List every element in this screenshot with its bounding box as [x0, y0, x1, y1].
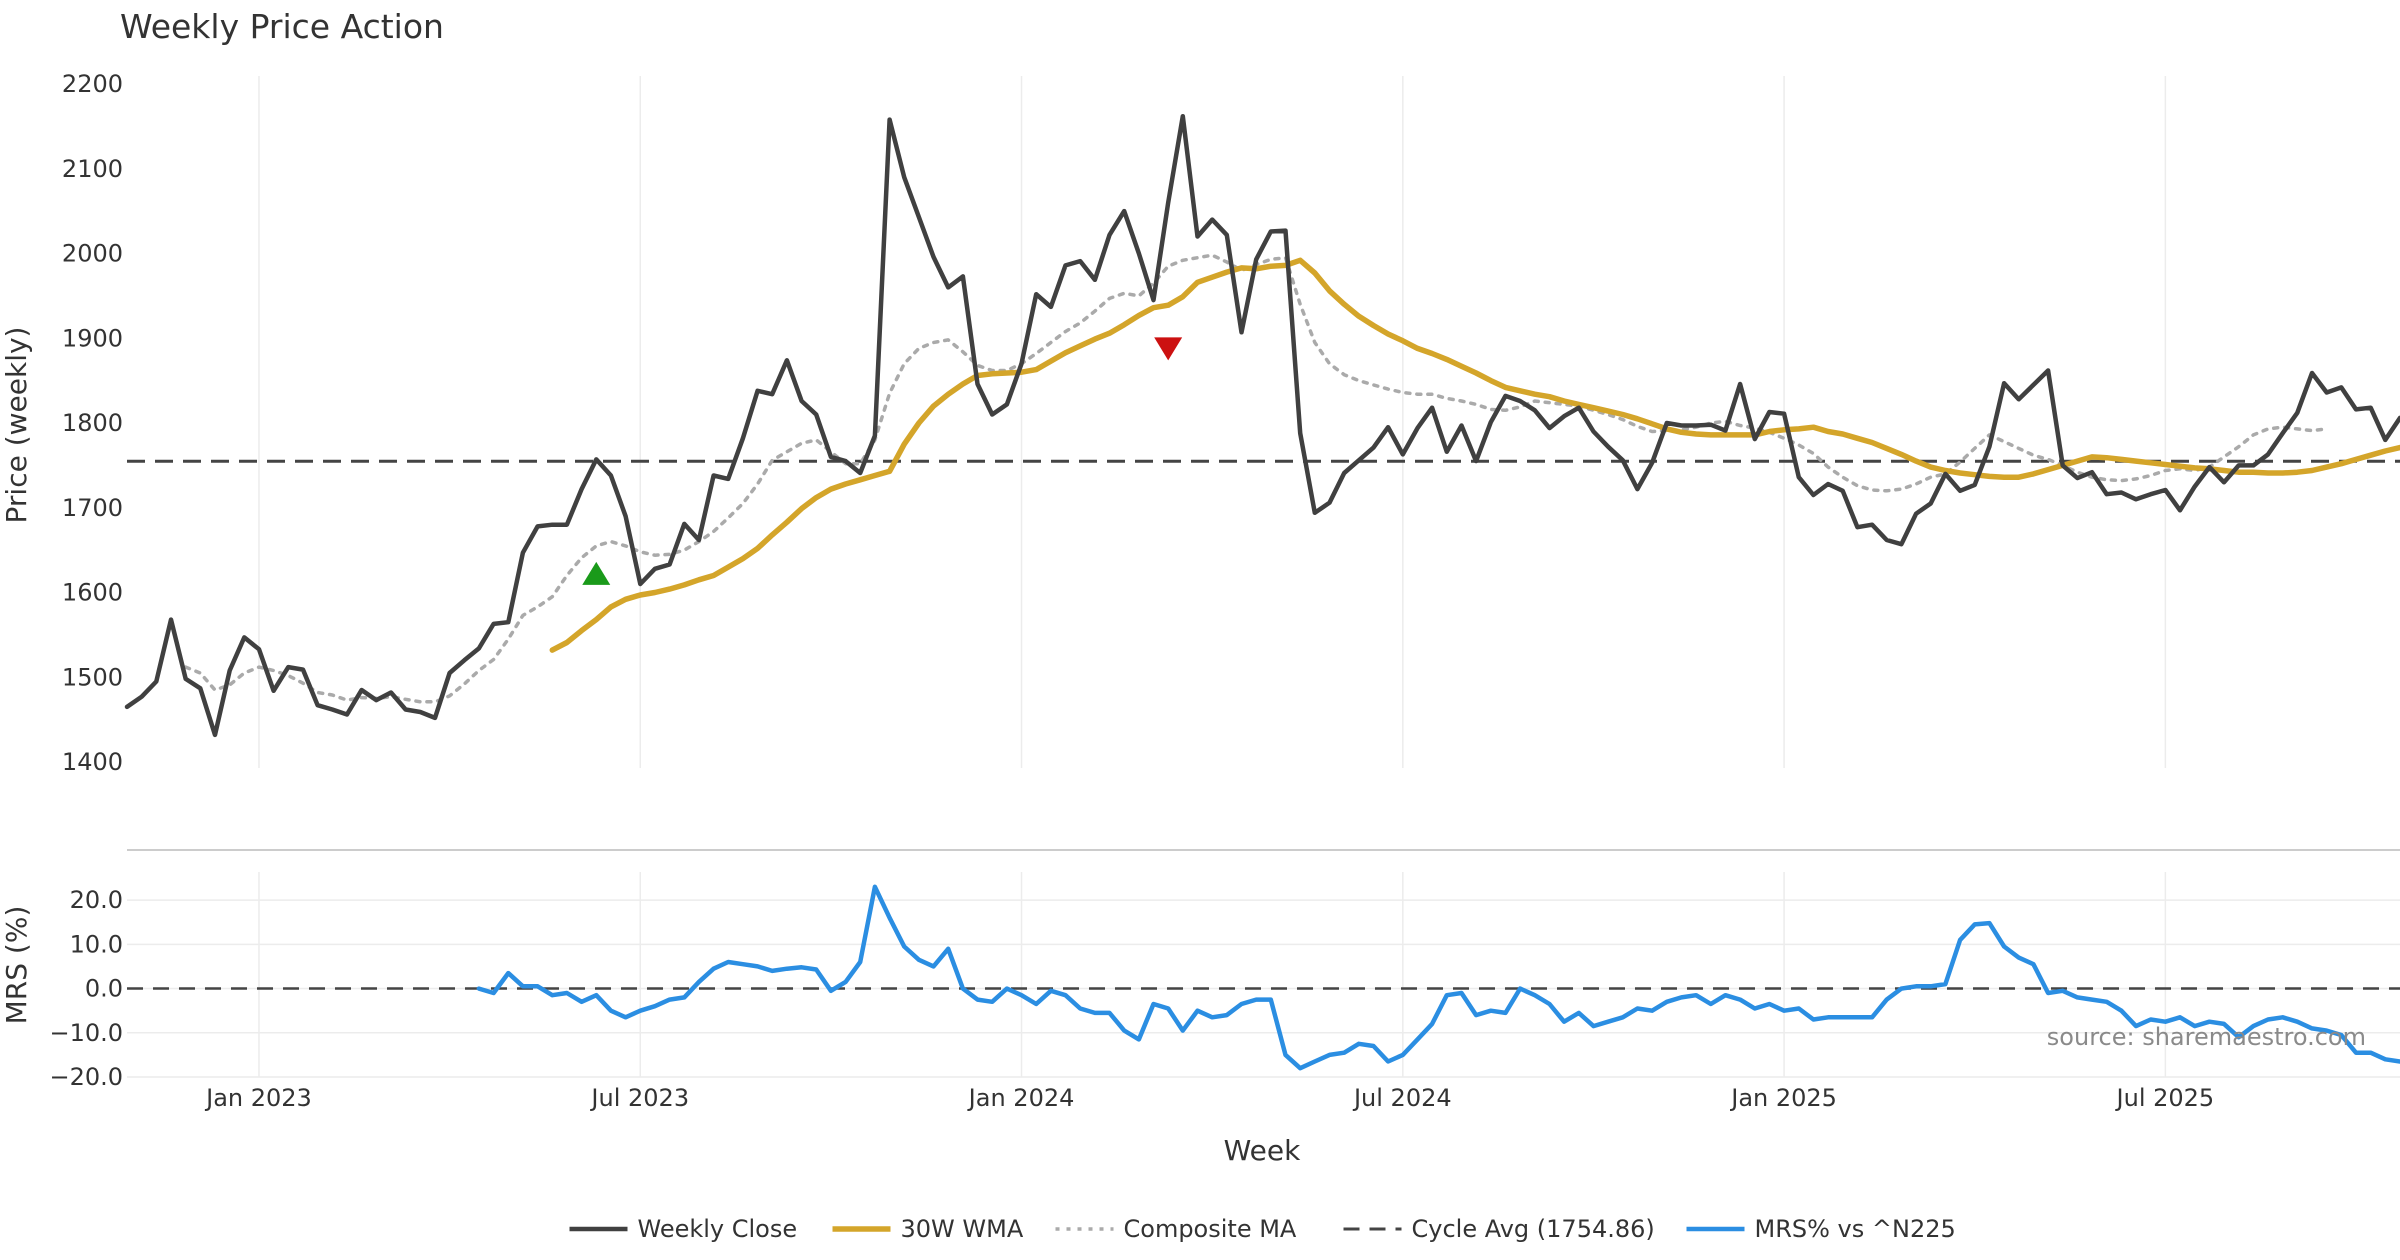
x-tick-label: Jul 2025 — [2115, 1084, 2215, 1112]
series-layer — [124, 113, 2400, 1071]
price-y-tick-label: 1400 — [62, 748, 123, 776]
legend-label: MRS% vs ^N225 — [1755, 1215, 1956, 1243]
weekly-close-line — [124, 113, 2400, 738]
x-tick-label: Jan 2024 — [967, 1084, 1075, 1112]
tick-layer: Jan 2023 Jul 2023 Jan 2024 Jul 2024 Jan 2025… — [49, 70, 2214, 1112]
text-layer: Weekly Price Action Week Price (weekly) … — [0, 7, 2366, 1167]
mrs-y-tick-label: −10.0 — [49, 1019, 123, 1047]
mrs-line — [476, 884, 2400, 1071]
legend-label: Composite MA — [1124, 1215, 1297, 1243]
wma-30w-line — [549, 257, 2400, 653]
price-y-tick-label: 2100 — [62, 155, 123, 183]
price-y-tick-label: 1700 — [62, 494, 123, 522]
chart-title: Weekly Price Action — [120, 7, 444, 46]
legend-label: Weekly Close — [638, 1215, 798, 1243]
legend-label: 30W WMA — [901, 1215, 1024, 1243]
cycle-layer — [127, 459, 2400, 990]
price-y-tick-label: 1600 — [62, 579, 123, 607]
grid-layer — [127, 76, 2400, 1078]
price-y-tick-label: 1900 — [62, 324, 123, 352]
x-tick-label: Jul 2023 — [589, 1084, 689, 1112]
price-y-axis-label: Price (weekly) — [0, 327, 33, 524]
price-y-tick-label: 2000 — [62, 240, 123, 268]
buy-signal-marker — [582, 561, 611, 585]
price-y-tick-label: 2200 — [62, 70, 123, 98]
price-y-tick-label: 1800 — [62, 409, 123, 437]
marker-layer — [582, 337, 1183, 585]
source-label: source: sharemaestro.com — [2047, 1023, 2366, 1051]
x-tick-label: Jan 2025 — [1729, 1084, 1837, 1112]
legend: Weekly Close 30W WMA Composite MA Cycle Avg… — [569, 1215, 1956, 1243]
x-tick-label: Jul 2024 — [1352, 1084, 1452, 1112]
x-tick-label: Jan 2023 — [204, 1084, 312, 1112]
price-y-tick-label: 1500 — [62, 663, 123, 691]
sell-signal-marker — [1154, 337, 1183, 361]
mrs-y-tick-label: 20.0 — [70, 886, 123, 914]
x-axis-label: Week — [1224, 1134, 1301, 1167]
mrs-y-tick-label: 0.0 — [85, 975, 123, 1003]
legend-label: Cycle Avg (1754.86) — [1412, 1215, 1655, 1243]
mrs-y-tick-label: −20.0 — [49, 1063, 123, 1091]
mrs-y-axis-label: MRS (%) — [0, 906, 33, 1025]
mrs-y-tick-label: 10.0 — [70, 930, 123, 958]
